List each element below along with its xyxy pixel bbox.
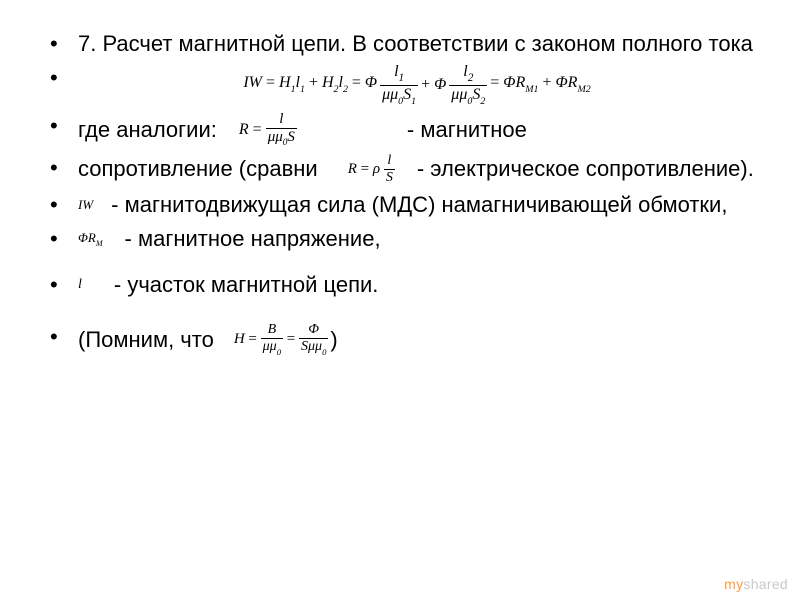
bullet-3-text-a: где аналогии: (78, 116, 217, 144)
formula-r-elec: R = ρ l S (348, 154, 395, 185)
formula-l: l (78, 276, 82, 294)
formula-main: IW = H1l1 + H2l2 = Φ l1 μμ0S1 + Φ l2 μμ0… (78, 64, 756, 106)
bullet-5: IW - магнитодвижущая сила (МДС) намагнич… (44, 191, 756, 219)
bullet-3-text-b: - магнитное (407, 116, 527, 144)
bullet-1: 7. Расчет магнитной цепи. В соответствии… (44, 30, 756, 58)
bullet-5-text: - магнитодвижущая сила (МДС) намагничива… (111, 191, 727, 219)
bullet-1-text: 7. Расчет магнитной цепи. В соответствии… (78, 31, 753, 56)
bullet-4: сопротивление (сравни R = ρ l S - электр… (44, 154, 756, 185)
bullet-list: 7. Расчет магнитной цепи. В соответствии… (44, 30, 756, 356)
bullet-6-text: - магнитное напряжение, (125, 225, 381, 253)
bullet-8-text-b: ) (330, 326, 337, 354)
bullet-7-text: - участок магнитной цепи. (114, 271, 379, 299)
bullet-3: где аналогии: R = l μμ0S - магнитное (44, 112, 756, 148)
formula-h: H = B μμ0 = Φ Sμμ0 (234, 323, 329, 355)
bullet-8: (Помним, что H = B μμ0 = Φ Sμμ0 ) (44, 323, 756, 355)
formula-iw: IW (78, 197, 93, 214)
bullet-4-text-a: сопротивление (сравни (78, 155, 318, 183)
bullet-6: ΦRM - магнитное напряжение, (44, 225, 756, 253)
bullet-8-text-a: (Помним, что (78, 326, 214, 354)
watermark-prefix: my (724, 576, 743, 592)
watermark-suffix: shared (743, 576, 788, 592)
formula-phirm: ΦRM (78, 230, 103, 249)
slide: 7. Расчет магнитной цепи. В соответствии… (0, 0, 800, 600)
watermark: myshared (724, 576, 788, 592)
bullet-7: l - участок магнитной цепи. (44, 271, 756, 299)
formula-r-mag: R = l μμ0S (239, 112, 297, 148)
bullet-4-text-b: - электрическое сопротивление). (417, 155, 754, 183)
bullet-2-formula: IW = H1l1 + H2l2 = Φ l1 μμ0S1 + Φ l2 μμ0… (44, 64, 756, 106)
